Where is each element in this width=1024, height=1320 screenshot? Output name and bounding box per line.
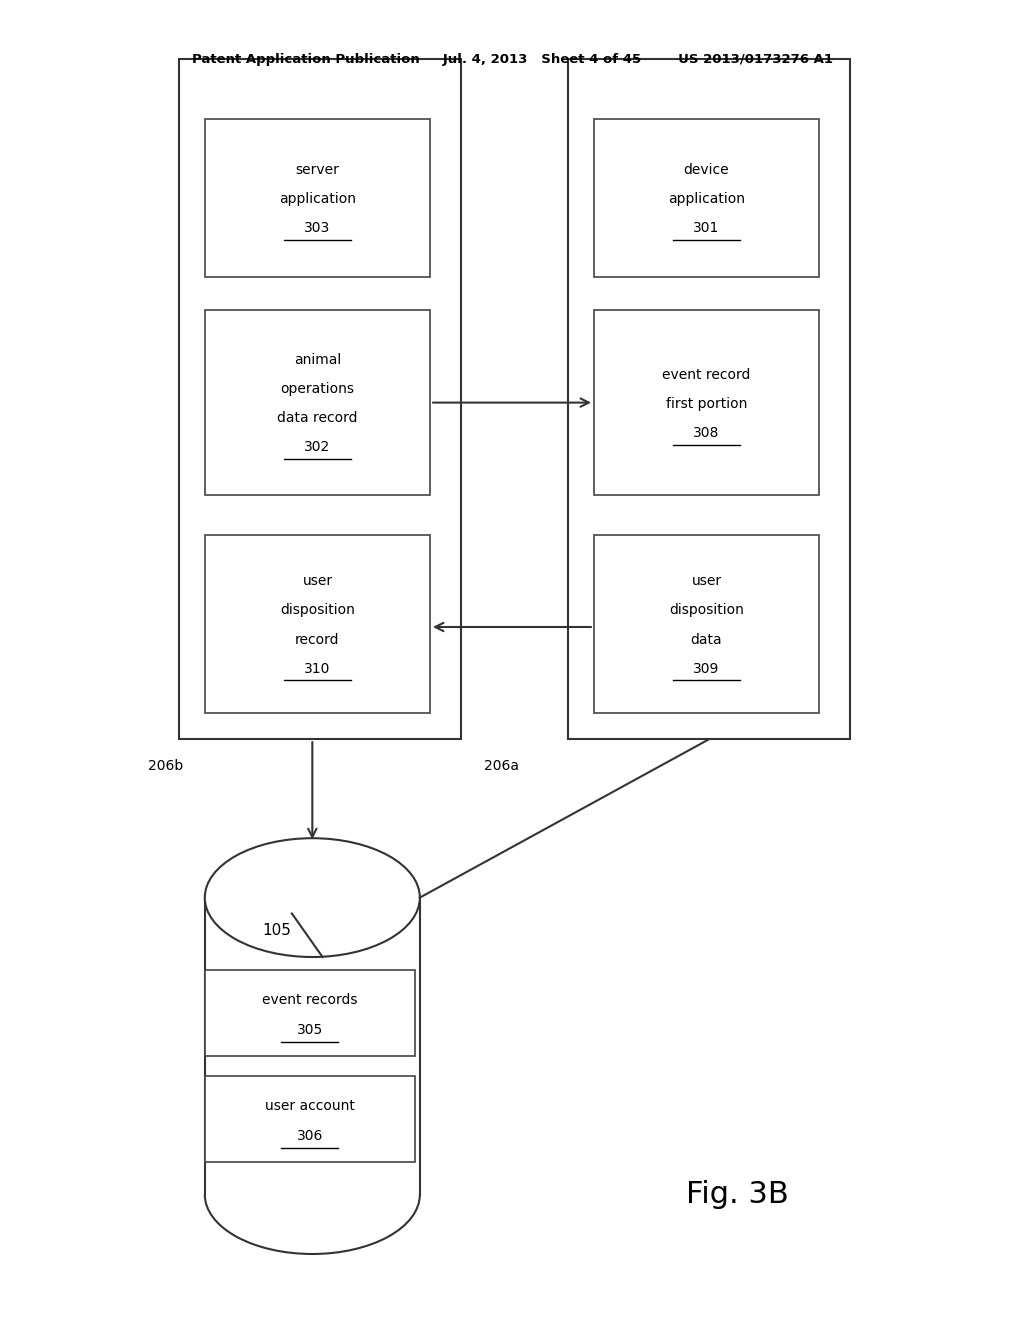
Text: event record: event record: [663, 368, 751, 381]
Text: 306: 306: [297, 1129, 323, 1143]
Text: user: user: [302, 574, 333, 589]
Bar: [205, 1076, 415, 1162]
Text: application: application: [668, 193, 745, 206]
Bar: [205, 119, 430, 277]
Text: 303: 303: [304, 222, 331, 235]
Bar: [568, 59, 850, 739]
Text: 310: 310: [304, 661, 331, 676]
Text: Fig. 3B: Fig. 3B: [686, 1180, 788, 1209]
Text: server: server: [296, 164, 339, 177]
Bar: [179, 59, 461, 739]
Ellipse shape: [205, 838, 420, 957]
Text: 305: 305: [297, 1023, 323, 1038]
Text: animal: animal: [294, 354, 341, 367]
Text: 302: 302: [304, 441, 331, 454]
Bar: [594, 310, 819, 495]
Text: 206a: 206a: [484, 759, 519, 772]
Bar: [594, 535, 819, 713]
Text: device: device: [684, 164, 729, 177]
Text: disposition: disposition: [669, 603, 744, 618]
Text: 206b: 206b: [148, 759, 183, 772]
Text: disposition: disposition: [280, 603, 355, 618]
Text: Patent Application Publication     Jul. 4, 2013   Sheet 4 of 45        US 2013/0: Patent Application Publication Jul. 4, 2…: [191, 53, 833, 66]
Bar: [205, 898, 420, 1195]
Text: user: user: [691, 574, 722, 589]
Text: first portion: first portion: [666, 397, 748, 411]
Text: data: data: [691, 632, 722, 647]
Bar: [205, 310, 430, 495]
Text: data record: data record: [278, 412, 357, 425]
Bar: [594, 119, 819, 277]
Text: 309: 309: [693, 661, 720, 676]
Text: record: record: [295, 632, 340, 647]
Text: 301: 301: [693, 222, 720, 235]
Text: operations: operations: [281, 383, 354, 396]
Text: 105: 105: [262, 923, 291, 939]
Text: event records: event records: [262, 993, 357, 1007]
Bar: [205, 535, 430, 713]
Bar: [205, 970, 415, 1056]
Text: application: application: [279, 193, 356, 206]
Text: user account: user account: [265, 1098, 354, 1113]
Text: 308: 308: [693, 426, 720, 440]
